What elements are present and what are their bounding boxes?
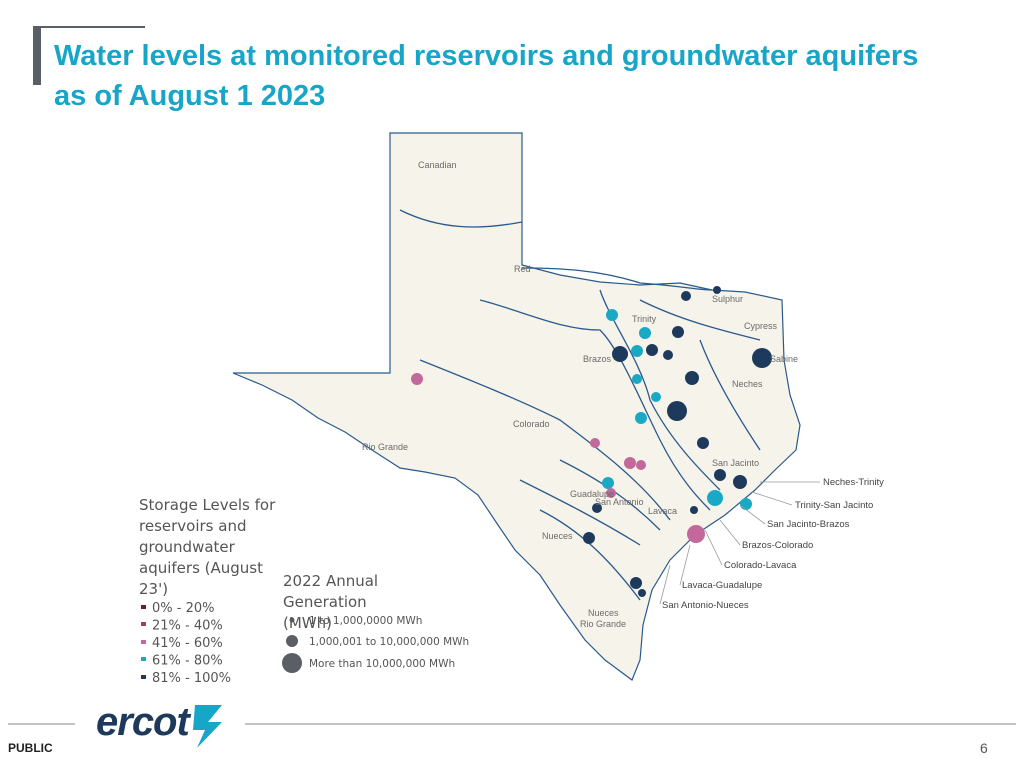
- slide-title: Water levels at monitored reservoirs and…: [54, 40, 919, 112]
- basin-label: Rio Grande: [580, 619, 626, 629]
- classification: PUBLIC: [8, 741, 53, 755]
- basin-label: Rio Grande: [362, 442, 408, 452]
- basin-label: Sulphur: [712, 294, 743, 304]
- generation-size: 1,000,001 to 10,000,000 MWh: [309, 636, 469, 648]
- generation-size: 1 to 1,000,0000 MWh: [309, 615, 422, 627]
- storage-level: 81% - 100%: [152, 671, 231, 686]
- callout-label: Colorado-Lavaca: [724, 560, 797, 571]
- basin-label: Cypress: [744, 321, 778, 331]
- accent-bar: [33, 27, 41, 85]
- generation-legend-title: 2022 Annual Generation (MWh): [283, 572, 379, 632]
- callout-label: Neches-Trinity: [823, 477, 884, 488]
- reservoir-markers: [411, 286, 772, 597]
- basin-label: Brazos: [583, 354, 612, 364]
- basin-label: Trinity: [632, 314, 657, 324]
- accent-line: [33, 26, 145, 28]
- page-number: 6: [980, 740, 988, 756]
- storage-level: 41% - 60%: [152, 636, 223, 651]
- generation-size: More than 10,000,000 MWh: [309, 658, 455, 670]
- basin-label: Guadalupe: [570, 489, 614, 499]
- basin-label: San Jacinto: [712, 458, 759, 468]
- basin-label: Red: [514, 264, 531, 274]
- callout-label: Lavaca-Guadalupe: [682, 580, 762, 591]
- storage-level: 0% - 20%: [152, 601, 214, 616]
- texas-outline: [232, 132, 801, 681]
- basin-label: Nueces: [542, 531, 573, 541]
- size-swatches: [282, 617, 302, 673]
- basin-label: Nueces: [588, 608, 619, 618]
- basin-label: Lavaca: [648, 506, 677, 516]
- storage-swatches: [141, 605, 146, 679]
- storage-level: 61% - 80%: [152, 654, 223, 669]
- callout-label: San Jacinto-Brazos: [767, 519, 850, 530]
- basin-label: Sabine: [770, 354, 798, 364]
- storage-level: 21% - 40%: [152, 619, 223, 634]
- basin-label: Colorado: [513, 419, 550, 429]
- basin-label: Canadian: [418, 160, 457, 170]
- basin-label: San Antonio: [595, 497, 644, 507]
- callout-label: San Antonio-Nueces: [662, 600, 749, 611]
- callout-label: Trinity-San Jacinto: [795, 500, 873, 511]
- logo-mark: [193, 705, 222, 748]
- basin-label: Neches: [732, 379, 763, 389]
- storage-legend-title: Storage Levels for reservoirs and ground…: [139, 496, 276, 598]
- callout-label: Brazos-Colorado: [742, 540, 813, 551]
- callout-lines: [659, 481, 820, 605]
- rivers: [399, 209, 761, 601]
- logo: ercot: [96, 700, 190, 744]
